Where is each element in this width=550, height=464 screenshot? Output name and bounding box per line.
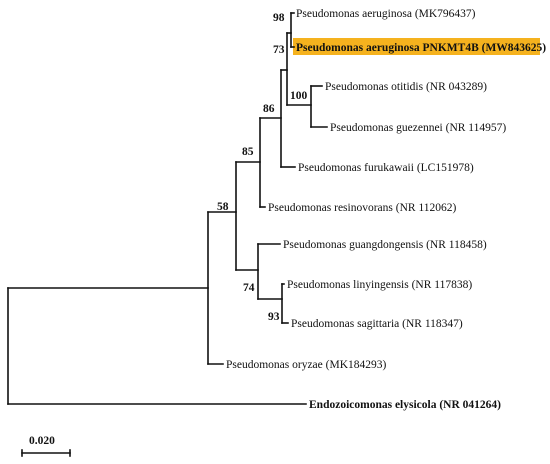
taxon-labels: Pseudomonas aeruginosa (MK796437) Pseudo… [226,8,546,411]
taxon-label-guangdongensis: Pseudomonas guangdongensis (NR 118458) [283,239,487,251]
scale-bar-label: 0.020 [29,435,55,447]
taxon-label-linyingensis: Pseudomonas linyingensis (NR 117838) [287,279,472,291]
bootstrap-value: 98 [273,12,285,24]
scale-bar: 0.020 [21,435,71,457]
taxon-label-pnkmt4b: Pseudomonas aeruginosa PNKMT4B (MW843625… [296,42,546,54]
bootstrap-value: 58 [217,201,229,213]
bootstrap-value: 93 [268,311,280,323]
bootstrap-value: 100 [290,90,308,102]
bootstrap-value: 86 [263,103,275,115]
bootstrap-value: 73 [273,44,285,56]
taxon-label-furukawaii: Pseudomonas furukawaii (LC151978) [298,162,474,174]
bootstrap-value: 74 [243,282,255,294]
taxon-label-endozoicomonas: Endozoicomonas elysicola (NR 041264) [309,399,501,411]
taxon-label-oryzae: Pseudomonas oryzae (MK184293) [226,359,387,371]
taxon-label-resinovorans: Pseudomonas resinovorans (NR 112062) [268,202,457,214]
taxon-highlight [293,38,540,55]
bootstrap-value: 85 [242,146,254,158]
taxon-label-aeruginosa: Pseudomonas aeruginosa (MK796437) [296,8,476,20]
taxon-label-sagittaria: Pseudomonas sagittaria (NR 118347) [291,318,463,330]
taxon-label-guezennei: Pseudomonas guezennei (NR 114957) [330,122,506,134]
bootstrap-values: 98 73 100 86 85 58 74 93 [217,12,308,323]
taxon-label-otitidis: Pseudomonas otitidis (NR 043289) [325,81,487,93]
tree-branches [7,12,328,405]
